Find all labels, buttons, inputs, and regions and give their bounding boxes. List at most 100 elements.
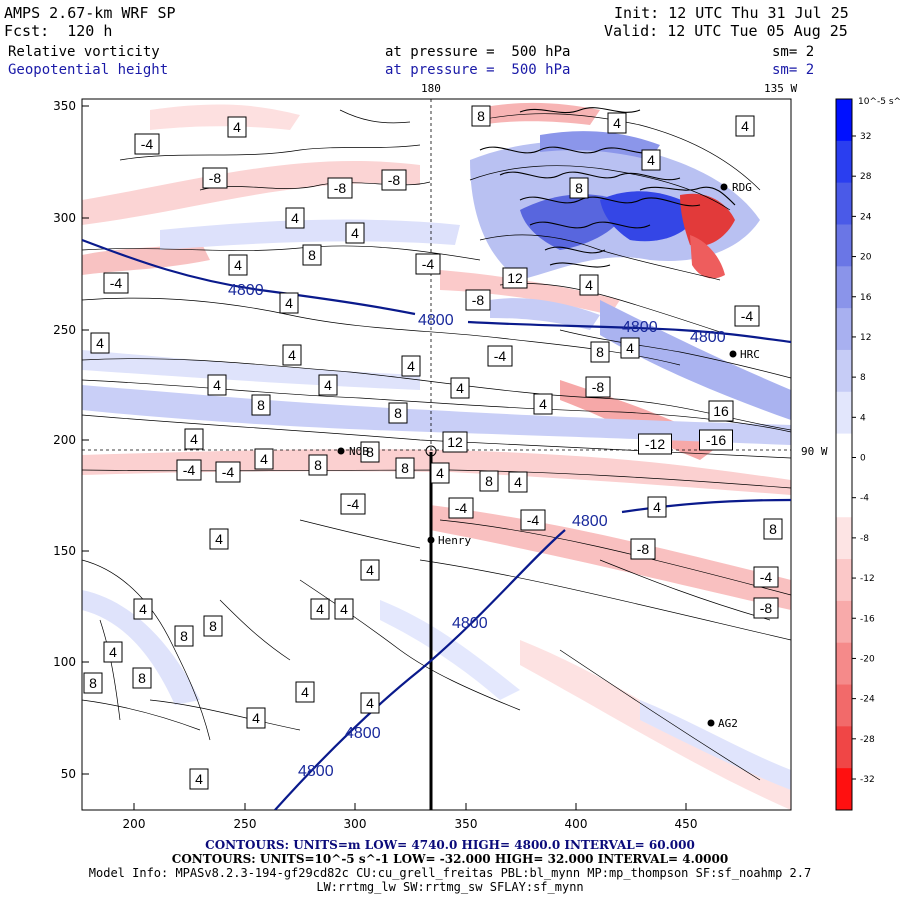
colorbar-segment [836, 182, 852, 225]
colorbar-segment [836, 349, 852, 393]
vorticity-label: 4 [90, 332, 110, 354]
pole-marker [425, 445, 437, 457]
vorticity-label: -8 [465, 289, 491, 311]
vorticity-label: 8 [479, 470, 499, 492]
height-labels: 4800 4800 4800 4800 4800 4800 4800 4800 [228, 282, 726, 780]
x-tick-label: 200 [123, 817, 146, 831]
colorbar-segment [836, 140, 852, 184]
vorticity-label-text: 4 [215, 531, 223, 547]
vorticity-label: 4 [579, 274, 599, 296]
station-rdg-label: RDG [732, 181, 752, 194]
footer-vorticity-contours: CONTOURS: UNITS=10^-5 s^-1 LOW= -32.000 … [171, 852, 729, 866]
vorticity-label: -4 [415, 253, 441, 275]
vorticity-label: 4 [533, 393, 553, 415]
vorticity-label: 4 [647, 496, 667, 518]
vorticity-label: 4 [318, 374, 338, 396]
vorticity-label: -8 [585, 376, 611, 398]
vorticity-label-text: 4 [436, 465, 444, 481]
vorticity-label-text: 8 [394, 405, 402, 421]
x-tick-label: 450 [675, 817, 698, 831]
vorticity-label: -12 [638, 433, 672, 455]
y-tick-label: 50 [61, 767, 76, 781]
vorticity-label: 4 [508, 471, 528, 493]
vorticity-label: 4 [246, 707, 266, 729]
vorticity-label: 4 [227, 116, 247, 138]
vorticity-label: 12 [502, 267, 528, 289]
station-nob-label: NOB [349, 445, 369, 458]
colorbar-tick-label: 4 [860, 413, 866, 423]
vorticity-label: 4 [310, 598, 330, 620]
vorticity-label: 8 [569, 177, 589, 199]
vorticity-label-text: 4 [213, 377, 221, 393]
vorticity-label: -4 [134, 133, 160, 155]
colorbar-tick-label: -12 [860, 574, 875, 584]
vorticity-label-text: -12 [645, 436, 665, 452]
station-hrc-marker [729, 350, 737, 358]
vorticity-label: 4 [209, 528, 229, 550]
colorbar-segment [836, 266, 852, 309]
vorticity-label-text: 4 [234, 257, 242, 273]
colorbar-tick-label: -24 [860, 695, 875, 705]
vorticity-label-text: 4 [456, 380, 464, 396]
vorticity-label: 4 [620, 337, 640, 359]
vorticity-label-text: -8 [637, 541, 650, 557]
vorticity-label-text: -4 [455, 500, 468, 516]
vorticity-label: 4 [295, 681, 315, 703]
vorticity-label: 8 [83, 672, 103, 694]
vorticity-label-text: -4 [422, 256, 435, 272]
vorticity-label-text: 4 [233, 119, 241, 135]
vorticity-label-text: 8 [366, 444, 374, 460]
vorticity-label-text: 8 [314, 457, 322, 473]
vorticity-label-text: 8 [209, 618, 217, 634]
vorticity-label: -4 [340, 493, 366, 515]
vorticity-label-text: 8 [596, 344, 604, 360]
stations: Henry NOB RDG HRC AG2 [337, 181, 760, 730]
colorbar-segment [836, 684, 852, 727]
vorticity-label-text: 8 [180, 628, 188, 644]
meridian-135w-label: 135 W [764, 82, 797, 95]
vorticity-label-text: 4 [109, 644, 117, 660]
vorticity-label-text: -8 [388, 172, 401, 188]
colorbar-frame [835, 98, 853, 811]
height-label: 4800 [452, 615, 488, 632]
vorticity-label-text: 8 [485, 473, 493, 489]
vorticity-label: -4 [176, 459, 202, 481]
vorticity-label: 8 [302, 244, 322, 266]
vorticity-label-text: -4 [222, 464, 235, 480]
vorticity-label: 4 [189, 768, 209, 790]
colorbar-tick-label: -8 [860, 534, 869, 544]
vorticity-label-text: 4 [741, 118, 749, 134]
footer-physics-info: LW:rrtmg_lw SW:rrtmg_sw SFLAY:sf_mynn [316, 880, 584, 894]
vorticity-label-text: 4 [407, 358, 415, 374]
vorticity-label: -8 [202, 167, 228, 189]
vorticity-label-text: -4 [183, 462, 196, 478]
x-axis-ticks: 200 250 300 350 400 450 [123, 803, 698, 831]
vorticity-label-text: 4 [288, 347, 296, 363]
vorticity-label-text: 4 [366, 695, 374, 711]
vorticity-label-text: -4 [141, 136, 154, 152]
vorticity-label: 4 [184, 428, 204, 450]
colorbar-segment [836, 600, 852, 644]
y-tick-label: 350 [53, 99, 76, 113]
x-tick-label: 300 [344, 817, 367, 831]
meridian-90w-label: 90 W [801, 445, 828, 458]
vorticity-label: 4 [360, 559, 380, 581]
vorticity-label: 4 [207, 374, 227, 396]
vorticity-label-text: 4 [653, 499, 661, 515]
vorticity-label: 16 [708, 400, 734, 422]
station-henry-marker [427, 536, 435, 544]
vorticity-label: 8 [174, 625, 194, 647]
colorbar-tick-label: 16 [860, 293, 872, 303]
station-ag2-marker [707, 719, 715, 727]
vorticity-label: 8 [308, 454, 328, 476]
y-tick-label: 300 [53, 211, 76, 225]
init-time: Init: 12 UTC Thu 31 Jul 25 [614, 4, 849, 22]
vorticity-label: -4 [487, 345, 513, 367]
vorticity-label: 4 [401, 355, 421, 377]
vorticity-label: 4 [103, 641, 123, 663]
colorbar-segment [836, 99, 852, 142]
field1-level: at pressure = 500 hPa [385, 44, 571, 60]
reference-labels: 180 135 W 90 W [421, 82, 828, 458]
vorticity-label: 8 [203, 615, 223, 637]
vorticity-label-text: 4 [252, 710, 260, 726]
